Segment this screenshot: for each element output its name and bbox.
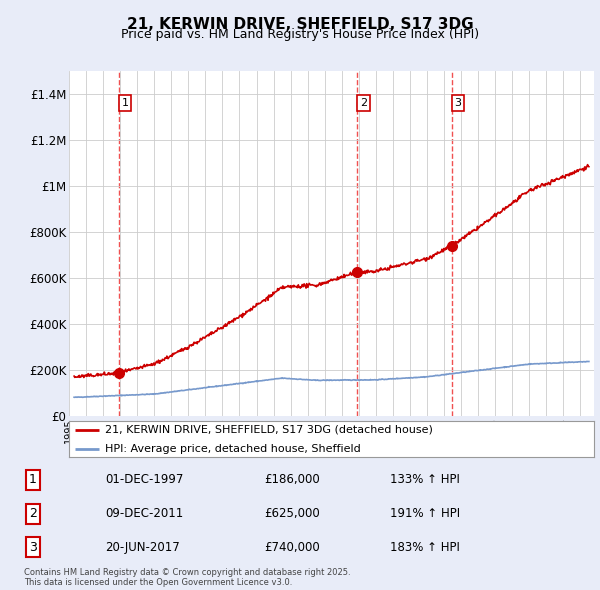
Text: 191% ↑ HPI: 191% ↑ HPI [390,507,460,520]
Text: 01-DEC-1997: 01-DEC-1997 [105,473,184,487]
Text: £625,000: £625,000 [264,507,320,520]
Text: 2: 2 [360,98,367,108]
Text: 3: 3 [455,98,461,108]
Text: £740,000: £740,000 [264,540,320,554]
Text: 3: 3 [29,540,37,554]
Text: £186,000: £186,000 [264,473,320,487]
Text: 09-DEC-2011: 09-DEC-2011 [105,507,183,520]
Text: 1: 1 [29,473,37,487]
Text: 21, KERWIN DRIVE, SHEFFIELD, S17 3DG: 21, KERWIN DRIVE, SHEFFIELD, S17 3DG [127,17,473,31]
Text: 20-JUN-2017: 20-JUN-2017 [105,540,180,554]
Text: 183% ↑ HPI: 183% ↑ HPI [390,540,460,554]
Text: Price paid vs. HM Land Registry's House Price Index (HPI): Price paid vs. HM Land Registry's House … [121,28,479,41]
Text: 2: 2 [29,507,37,520]
Text: HPI: Average price, detached house, Sheffield: HPI: Average price, detached house, Shef… [105,444,361,454]
Text: 21, KERWIN DRIVE, SHEFFIELD, S17 3DG (detached house): 21, KERWIN DRIVE, SHEFFIELD, S17 3DG (de… [105,425,433,435]
Text: 1: 1 [121,98,128,108]
Text: Contains HM Land Registry data © Crown copyright and database right 2025.
This d: Contains HM Land Registry data © Crown c… [24,568,350,587]
Text: 133% ↑ HPI: 133% ↑ HPI [390,473,460,487]
